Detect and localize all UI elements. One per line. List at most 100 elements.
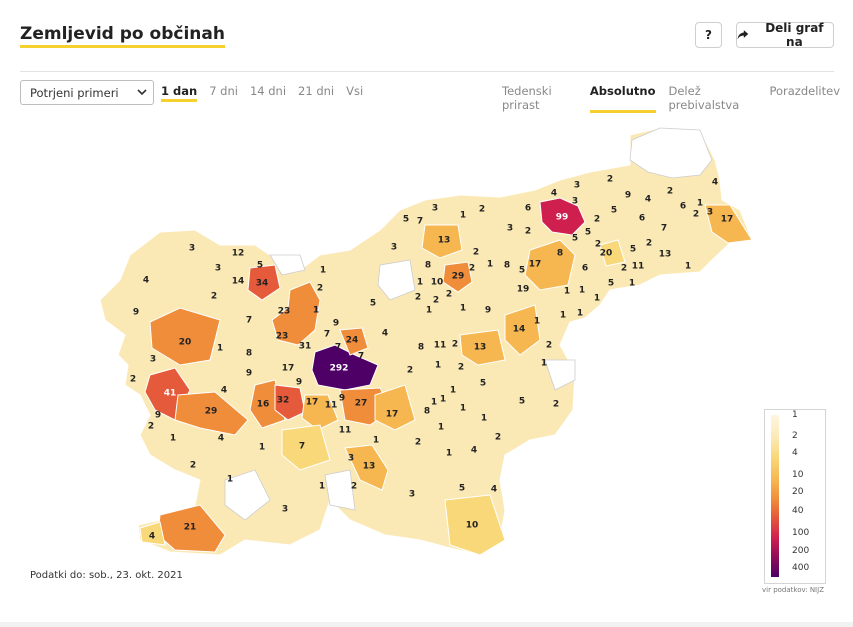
region-brezice — [504, 304, 541, 356]
municipality-value-label: 1 — [227, 475, 233, 485]
municipality-value-label: 11 — [325, 401, 338, 411]
municipality-value-label: 4 — [645, 195, 651, 205]
municipality-value-label: 2 — [693, 210, 699, 220]
municipality-value-label: 8 — [424, 407, 430, 417]
tab-1-dan[interactable]: 1 dan — [161, 84, 198, 102]
municipality-value-label: 14 — [232, 277, 245, 287]
municipality-value-label: 1 — [577, 309, 583, 319]
municipality-value-label: 1 — [460, 211, 466, 221]
share-button[interactable]: Deli graf na — [736, 21, 834, 49]
municipality-value-label: 17 — [282, 364, 295, 374]
measure-tabs: Tedenski prirast Absolutno Delež prebiva… — [502, 84, 853, 113]
municipality-value-label: 1 — [697, 199, 703, 209]
municipality-value-label: 1 — [541, 359, 547, 369]
municipality-value-label: 2 — [317, 284, 323, 294]
municipality-value-label: 9 — [625, 191, 631, 201]
municipality-value-label: 4 — [491, 485, 497, 495]
tab-vsi[interactable]: Vsi — [346, 84, 364, 98]
municipality-value-label: 29 — [205, 407, 218, 417]
municipality-value-label: 4 — [143, 276, 149, 286]
municipality-value-label: 1 — [629, 279, 635, 289]
municipality-value-label: 11 — [339, 426, 352, 436]
municipality-value-label: 3 — [282, 505, 288, 515]
municipality-value-label: 5 — [608, 279, 614, 289]
municipality-value-label: 4 — [471, 446, 477, 456]
municipality-value-label: 99 — [556, 213, 569, 223]
municipality-value-label: 13 — [438, 236, 451, 246]
legend-label: 1 — [792, 410, 798, 420]
municipality-value-label: 2 — [667, 187, 673, 197]
municipality-value-label: 5 — [519, 397, 525, 407]
region-ptuj — [524, 239, 576, 291]
municipality-value-label: 6 — [639, 214, 645, 224]
municipality-value-label: 2 — [469, 264, 475, 274]
tab-14-dni[interactable]: 14 dni — [249, 84, 287, 98]
region-zasavje — [459, 329, 506, 366]
municipality-value-label: 3 — [391, 243, 397, 253]
region-velenje — [421, 224, 463, 259]
tab-tedenski-prirast[interactable]: Tedenski prirast — [502, 84, 552, 112]
municipality-value-label: 3 — [348, 454, 354, 464]
help-button[interactable]: ? — [695, 22, 722, 48]
municipality-value-label: 1 — [313, 306, 319, 316]
tab-delez-prebivalstva[interactable]: Delež prebivalstva — [668, 84, 740, 112]
legend-label: 20 — [792, 487, 804, 497]
municipality-value-label: 1 — [534, 317, 540, 327]
header-divider — [20, 71, 834, 72]
region-vrhnika — [274, 384, 306, 421]
legend-label: 100 — [792, 528, 810, 538]
municipality-value-label: 29 — [452, 272, 465, 282]
municipality-value-label: 1 — [320, 266, 326, 276]
municipality-value-label: 2 — [415, 438, 421, 448]
region-white-south-2 — [324, 469, 356, 511]
municipality-value-label: 3 — [707, 208, 713, 218]
legend-label: 400 — [792, 563, 810, 573]
municipality-value-label: 7 — [358, 352, 364, 362]
municipality-value-label: 2 — [130, 375, 136, 385]
municipality-value-label: 8 — [418, 343, 424, 353]
municipality-value-label: 9 — [296, 378, 302, 388]
municipality-value-label: 20 — [600, 249, 613, 259]
tab-porazdelitev[interactable]: Porazdelitev — [769, 84, 840, 98]
municipality-value-label: 2 — [452, 340, 458, 350]
municipality-value-label: 2 — [415, 293, 421, 303]
municipality-value-label: 1 — [460, 404, 466, 414]
municipality-value-label: 7 — [246, 316, 252, 326]
legend-color-scale — [771, 415, 779, 577]
municipality-value-label: 34 — [256, 279, 269, 289]
region-postojna — [281, 424, 331, 471]
tab-21-dni[interactable]: 21 dni — [298, 84, 335, 98]
municipality-value-label: 11 — [434, 341, 447, 351]
municipality-value-label: 3 — [150, 355, 156, 365]
municipality-value-label: 7 — [335, 343, 341, 353]
data-source: vir podatkov: NIJZ — [762, 586, 824, 594]
municipality-value-label: 13 — [363, 462, 376, 472]
municipality-value-label: 1 — [481, 414, 487, 424]
municipality-value-label: 9 — [485, 306, 491, 316]
municipality-value-label: 27 — [355, 399, 368, 409]
share-arrow-icon — [737, 30, 749, 40]
municipality-value-label: 8 — [246, 349, 252, 359]
municipality-value-label: 1 — [259, 443, 265, 453]
municipality-value-label: 6 — [680, 202, 686, 212]
region-ivancna — [301, 394, 339, 431]
tab-7-dni[interactable]: 7 dni — [209, 84, 238, 98]
municipality-value-label: 1 — [560, 311, 566, 321]
municipality-value-label: 2 — [553, 400, 559, 410]
municipality-value-label: 17 — [529, 260, 542, 270]
municipality-value-label: 9 — [339, 394, 345, 404]
region-white-west — [269, 254, 306, 276]
municipality-value-label: 1 — [446, 449, 452, 459]
data-date-footnote: Podatki do: sob., 23. okt. 2021 — [30, 570, 183, 581]
region-piran — [139, 521, 166, 546]
tab-absolutno[interactable]: Absolutno — [589, 84, 656, 113]
metric-select[interactable]: Potrjeni primeri — [20, 80, 154, 105]
municipality-value-label: 1 — [579, 286, 585, 296]
region-celje — [442, 261, 473, 293]
municipality-value-label: 13 — [474, 343, 487, 353]
region-domzale — [339, 327, 369, 356]
region-novo-mesto — [444, 494, 506, 556]
municipality-value-label: 5 — [572, 234, 578, 244]
